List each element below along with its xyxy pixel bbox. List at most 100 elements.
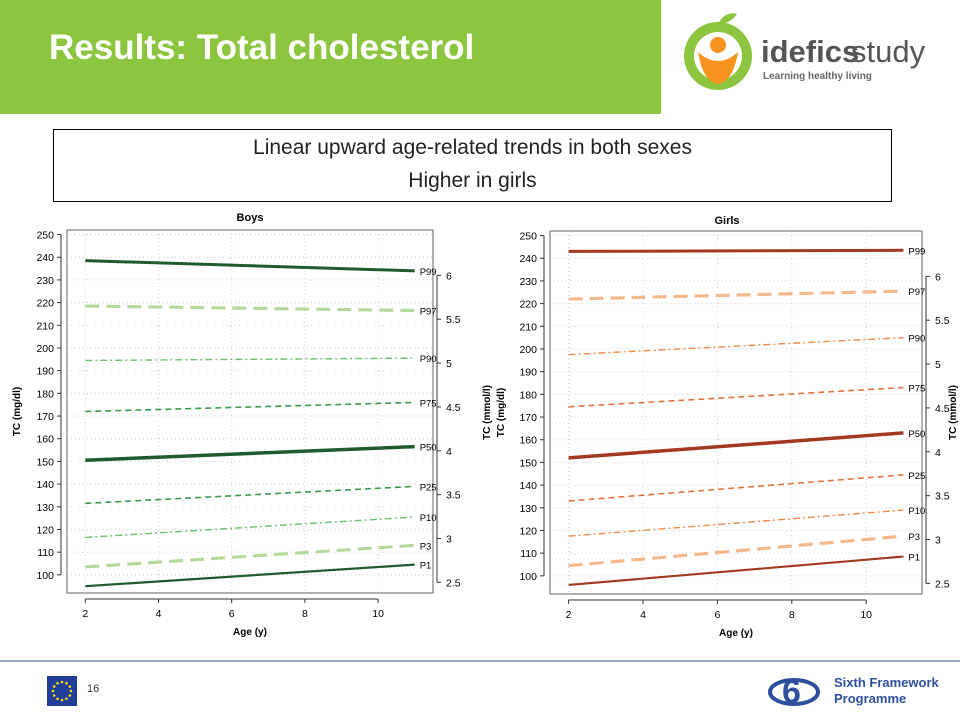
x-tick-label: 10	[372, 608, 384, 620]
y-tick-label: 130	[519, 503, 537, 515]
x-tick-label: 8	[789, 609, 795, 621]
series-line-p90	[568, 336, 904, 356]
y-tick-label: 180	[36, 388, 54, 400]
series-label-p50: P50	[420, 443, 437, 454]
series-line-p25	[568, 474, 904, 502]
right-tick-label: 2.5	[446, 577, 461, 589]
svg-text:6: 6	[782, 673, 801, 711]
series-label-p10: P10	[420, 513, 437, 524]
right-tick-label: 5.5	[935, 315, 950, 327]
right-tick-label: 4	[935, 447, 941, 459]
right-tick-label: 4.5	[935, 403, 950, 415]
series-line-p99	[568, 248, 904, 253]
right-tick-label: 3	[446, 534, 452, 546]
series-line-p25	[85, 485, 415, 505]
y-tick-label: 210	[36, 320, 54, 332]
series-label-p10: P10	[908, 506, 925, 517]
subtitle-line-2: Higher in girls	[408, 169, 537, 192]
slide-title: Results: Total cholesterol	[49, 28, 475, 67]
eu-star-icon	[60, 698, 64, 702]
series-line-p97	[85, 304, 415, 313]
header-band	[0, 0, 661, 114]
x-tick-label: 6	[714, 609, 720, 621]
y-tick-label: 100	[519, 571, 537, 583]
footer-divider	[0, 660, 960, 662]
y-tick-label: 110	[520, 548, 537, 560]
series-label-p1: P1	[908, 553, 920, 564]
chart-girls: Girls10011012013014015016017018019020021…	[482, 215, 959, 639]
logo-tagline: Learning healthy living	[763, 71, 872, 82]
series-label-p50: P50	[908, 429, 925, 440]
y-axis-label: TC (mg/dl)	[496, 388, 507, 437]
series-label-p3: P3	[908, 532, 920, 543]
right-tick-label: 6	[446, 270, 452, 282]
y-tick-label: 140	[519, 480, 537, 492]
series-label-p90: P90	[908, 334, 925, 345]
eu-star-icon	[65, 681, 68, 685]
y-tick-label: 170	[36, 411, 54, 423]
y-tick-label: 210	[519, 321, 537, 333]
eu-star-icon	[60, 680, 64, 684]
series-line-p10	[568, 509, 904, 537]
y-tick-label: 190	[519, 367, 537, 379]
idefics-logo: idefics study Learning healthy living	[661, 0, 960, 114]
y-axis-label: TC (mg/dl)	[12, 387, 23, 436]
x-tick-label: 4	[640, 609, 646, 621]
right-tick-label: 3.5	[446, 490, 461, 502]
series-line-p1	[85, 563, 415, 588]
y-tick-label: 220	[519, 299, 537, 311]
right-tick-label: 3.5	[935, 491, 950, 503]
y-tick-label: 250	[36, 230, 54, 242]
y-tick-label: 190	[36, 366, 54, 378]
y-tick-label: 120	[519, 525, 537, 537]
eu-star-icon	[52, 685, 56, 688]
series-line-p75	[85, 401, 415, 413]
eu-flag-icon	[47, 676, 77, 706]
y-tick-label: 120	[36, 524, 54, 536]
chart-title: Girls	[714, 215, 739, 227]
y-tick-label: 180	[519, 389, 537, 401]
subtitle-box: Linear upward age-related trends in both…	[53, 129, 892, 202]
x-tick-label: 10	[860, 609, 872, 621]
eu-star-icon	[68, 694, 72, 697]
right-tick-label: 2.5	[935, 578, 950, 590]
fp6-line-2: Programme	[834, 691, 906, 706]
logo-brand-b: study	[851, 34, 926, 69]
series-line-p90	[85, 357, 415, 362]
series-label-p90: P90	[420, 354, 437, 365]
x-axis-label: Age (y)	[719, 628, 753, 639]
series-line-p50	[568, 431, 904, 460]
right-tick-label: 5.5	[446, 314, 461, 326]
eu-star-icon	[65, 697, 68, 701]
y-tick-label: 240	[36, 252, 54, 264]
plot-frame	[66, 229, 434, 594]
y-axis-label-mmol: TC (mmol/l)	[482, 385, 493, 440]
y-tick-label: 200	[519, 344, 537, 356]
x-tick-label: 2	[566, 609, 572, 621]
eu-star-icon	[68, 685, 72, 688]
series-label-p97: P97	[908, 287, 925, 298]
eu-star-icon	[52, 694, 56, 697]
y-tick-label: 170	[519, 412, 537, 424]
series-label-p1: P1	[420, 561, 432, 572]
plot-frame	[549, 230, 923, 595]
x-tick-label: 4	[156, 608, 162, 620]
eu-star-icon	[56, 697, 59, 701]
series-line-p10	[85, 516, 415, 539]
series-label-p75: P75	[908, 384, 925, 395]
series-label-p97: P97	[420, 307, 437, 318]
logo-brand-a: idefics	[761, 34, 859, 69]
y-tick-label: 230	[36, 275, 54, 287]
page-number: 16	[87, 683, 100, 695]
right-tick-label: 5	[935, 359, 941, 371]
y-tick-label: 250	[519, 231, 537, 243]
y-tick-label: 140	[36, 479, 54, 491]
fp6-logo: 6 Sixth Framework Programme	[768, 673, 940, 711]
series-line-p1	[568, 555, 904, 587]
fp6-orbit-icon	[768, 678, 820, 706]
right-tick-label: 5	[446, 358, 452, 370]
subtitle-line-1: Linear upward age-related trends in both…	[253, 136, 692, 159]
logo-leaf-icon	[718, 13, 737, 24]
x-tick-label: 8	[302, 608, 308, 620]
y-tick-label: 100	[36, 570, 54, 582]
